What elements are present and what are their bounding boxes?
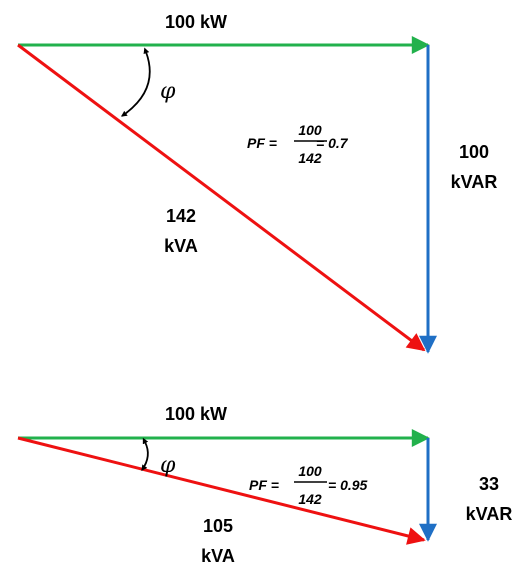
apparent-power-value-bottom: 105 [203, 516, 233, 536]
reactive-power-value-bottom: 33 [479, 474, 499, 494]
real-power-label-bottom: 100 kW [165, 404, 227, 424]
pf-denominator-top: 142 [298, 150, 322, 166]
reactive-power-value-top: 100 [459, 142, 489, 162]
reactive-power-unit-top: kVAR [451, 172, 498, 192]
reactive-power-unit-bottom: kVAR [466, 504, 513, 524]
real-power-label-top: 100 kW [165, 12, 227, 32]
angle-symbol-bottom: φ [160, 453, 176, 478]
pf-numerator-top: 100 [298, 122, 322, 138]
pf-denominator-bottom: 142 [298, 491, 322, 507]
apparent-power-value-top: 142 [166, 206, 196, 226]
apparent-power-arrow-top [17, 43, 426, 352]
pf-numerator-bottom: 100 [298, 463, 322, 479]
angle-symbol-top: φ [160, 79, 176, 104]
pf-prefix-bottom: PF = [249, 477, 279, 493]
power-factor-formula-top: PF = 100 142 = 0.7 [247, 122, 349, 166]
power-triangle-top: φ 100 kW 100 kVAR 142 kVA PF = 100 142 =… [17, 12, 498, 354]
apparent-power-unit-bottom: kVA [201, 546, 235, 566]
power-factor-formula-bottom: PF = 100 142 = 0.95 [249, 463, 368, 507]
apparent-power-arrow-bottom [17, 436, 426, 545]
pf-result-bottom: = 0.95 [328, 477, 368, 493]
power-triangle-bottom: φ 100 kW 33 kVAR 105 kVA PF = 100 142 = … [17, 404, 513, 566]
pf-prefix-top: PF = [247, 135, 277, 151]
angle-arc-bottom [141, 437, 149, 471]
apparent-power-unit-top: kVA [164, 236, 198, 256]
angle-arc-top [121, 47, 151, 117]
pf-result-top: = 0.7 [316, 135, 349, 151]
